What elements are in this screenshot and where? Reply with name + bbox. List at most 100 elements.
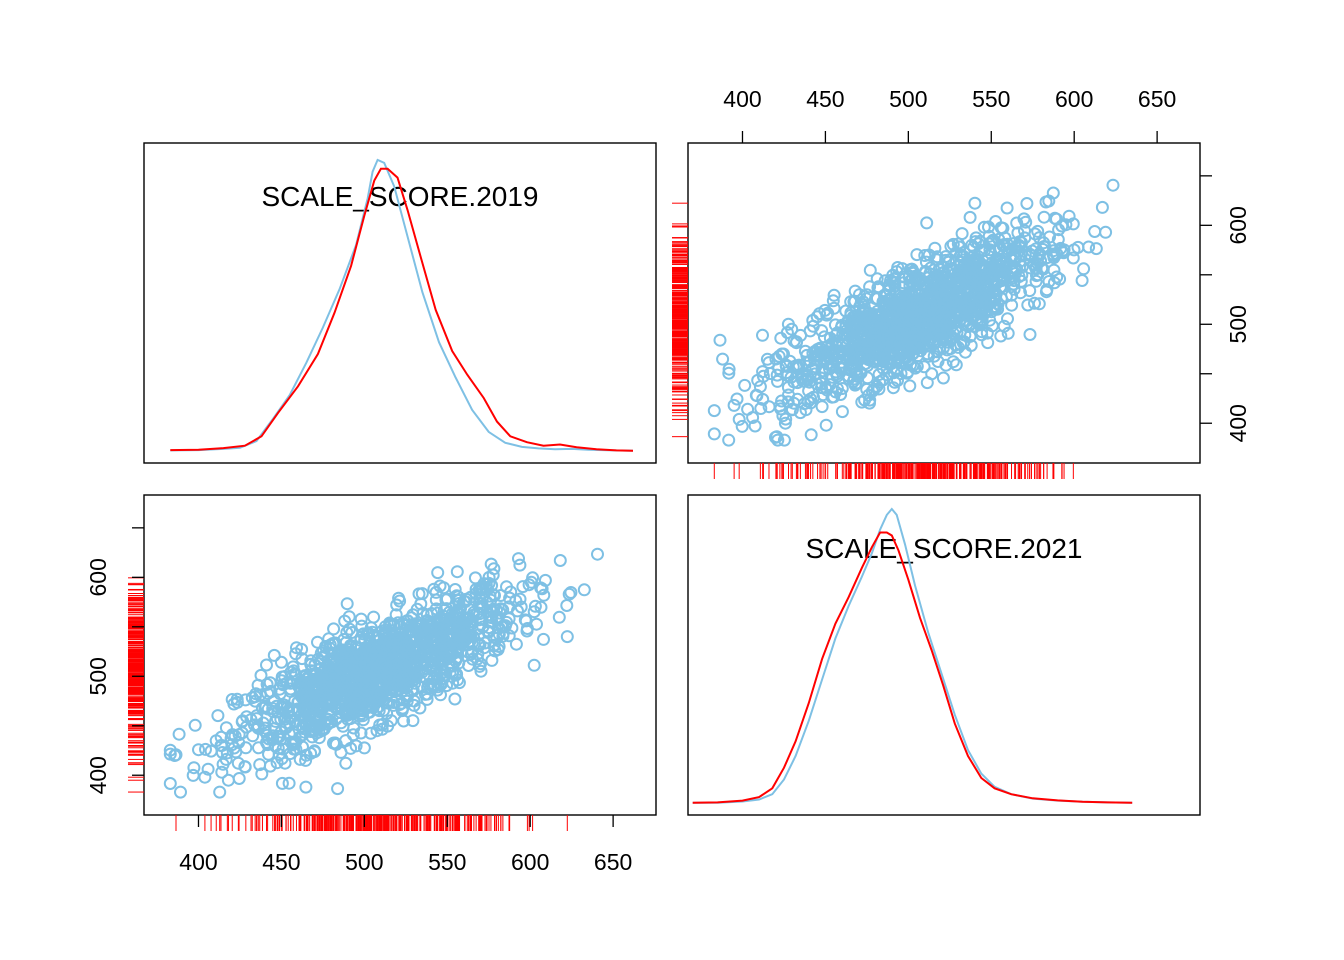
scatter-point	[776, 409, 790, 423]
scatter-point	[397, 641, 410, 654]
scatter-point	[248, 694, 262, 708]
scatter-point	[372, 692, 386, 706]
scatter-point	[716, 352, 730, 366]
scatter-point	[434, 631, 448, 645]
scatter-point	[803, 354, 817, 368]
scatter-point	[1000, 201, 1014, 215]
x-tick-label-top: 600	[1055, 86, 1093, 112]
scatter-point	[920, 216, 934, 230]
x-tick-label-bottom: 600	[511, 849, 549, 875]
scatter-point	[1036, 262, 1050, 276]
scatter-point	[351, 690, 365, 704]
scatter-point	[430, 651, 444, 665]
scatter-point	[304, 725, 318, 738]
scatter-point	[431, 566, 445, 580]
scatter-point	[512, 552, 525, 566]
scatter-point	[707, 427, 721, 441]
scatter-point	[943, 253, 957, 267]
scatter-point	[560, 599, 574, 612]
scatter-point	[903, 379, 917, 393]
scatter-point	[949, 322, 962, 336]
scatter-point	[282, 776, 296, 790]
scatter-point	[900, 340, 914, 354]
scatter-point	[313, 662, 327, 676]
scatter-point	[867, 321, 881, 335]
scatter-point	[890, 325, 903, 339]
scatter-point	[448, 692, 462, 706]
scatter-point	[188, 718, 202, 732]
scatter-point	[821, 306, 835, 320]
scatter-point	[919, 328, 933, 342]
scatter-point	[977, 307, 991, 321]
scatter-point	[174, 785, 187, 799]
scatter-point	[754, 402, 768, 415]
scatter-point	[221, 773, 235, 787]
scatter-point	[919, 278, 933, 291]
scatter-point	[363, 647, 377, 661]
scatter-point	[803, 324, 817, 338]
scatter-point	[220, 746, 234, 760]
scatter-point	[577, 583, 591, 597]
scatter-point	[789, 336, 803, 350]
scatter-point	[1032, 231, 1046, 245]
scatter-point	[201, 762, 215, 776]
scatter-point	[384, 635, 398, 649]
scatter-point	[910, 248, 924, 262]
scatter-point	[199, 742, 212, 756]
scatter-point	[328, 636, 342, 650]
scatter-point	[274, 655, 288, 669]
scatter-point	[977, 220, 991, 234]
scatter-point	[495, 620, 509, 634]
scatter-point	[239, 741, 253, 755]
scatter-point	[968, 196, 982, 210]
scatter-point	[275, 674, 289, 688]
scatter-point	[351, 695, 365, 709]
scatter-point	[936, 288, 950, 302]
scatter-point	[560, 630, 574, 644]
scatter-point	[293, 752, 307, 766]
x-tick-label-bottom: 450	[262, 849, 300, 875]
scatter-point	[756, 392, 770, 406]
scatter-point	[355, 707, 369, 720]
scatter-point	[1040, 283, 1054, 297]
scatter-point	[847, 295, 861, 309]
scatter-point	[437, 654, 451, 668]
scatter-point	[829, 365, 843, 379]
scatter-point	[969, 235, 982, 249]
scatter-top-right	[707, 178, 1120, 447]
rug-layer	[128, 202, 1074, 831]
scatter-point	[246, 729, 260, 743]
scatter-point	[953, 259, 967, 272]
scatter-point	[270, 699, 283, 713]
scatter-point	[427, 639, 441, 653]
scatter-point	[537, 632, 550, 646]
scatter-point	[450, 589, 464, 603]
scatter-point	[962, 266, 976, 280]
scatter-layer	[163, 178, 1120, 799]
scatter-point	[955, 227, 969, 241]
scatter-point	[416, 623, 430, 637]
scatter-point	[888, 375, 902, 389]
scatter-point	[295, 652, 309, 666]
scatter-point	[192, 743, 205, 757]
scatter-point	[869, 292, 882, 305]
scatter-point	[806, 346, 820, 360]
scatter-point	[944, 239, 958, 253]
scatter-point	[979, 283, 993, 296]
scatter-point	[318, 648, 332, 662]
scatter-point	[787, 334, 801, 348]
scatter-point	[266, 733, 280, 747]
x-tick-label-top: 500	[889, 86, 927, 112]
scatter-point	[338, 661, 352, 675]
scatter-point	[855, 329, 869, 343]
x-tick-label-bottom: 550	[428, 849, 466, 875]
scatter-point	[299, 780, 313, 794]
scatter-point	[975, 243, 989, 257]
scatter-point	[524, 575, 538, 589]
scatter-point	[431, 680, 445, 694]
scatter-point	[1005, 261, 1019, 275]
y-tick-label-right: 500	[1225, 305, 1251, 343]
scatter-point	[325, 715, 339, 729]
scatter-point	[341, 712, 355, 726]
scatter-point	[879, 297, 893, 310]
